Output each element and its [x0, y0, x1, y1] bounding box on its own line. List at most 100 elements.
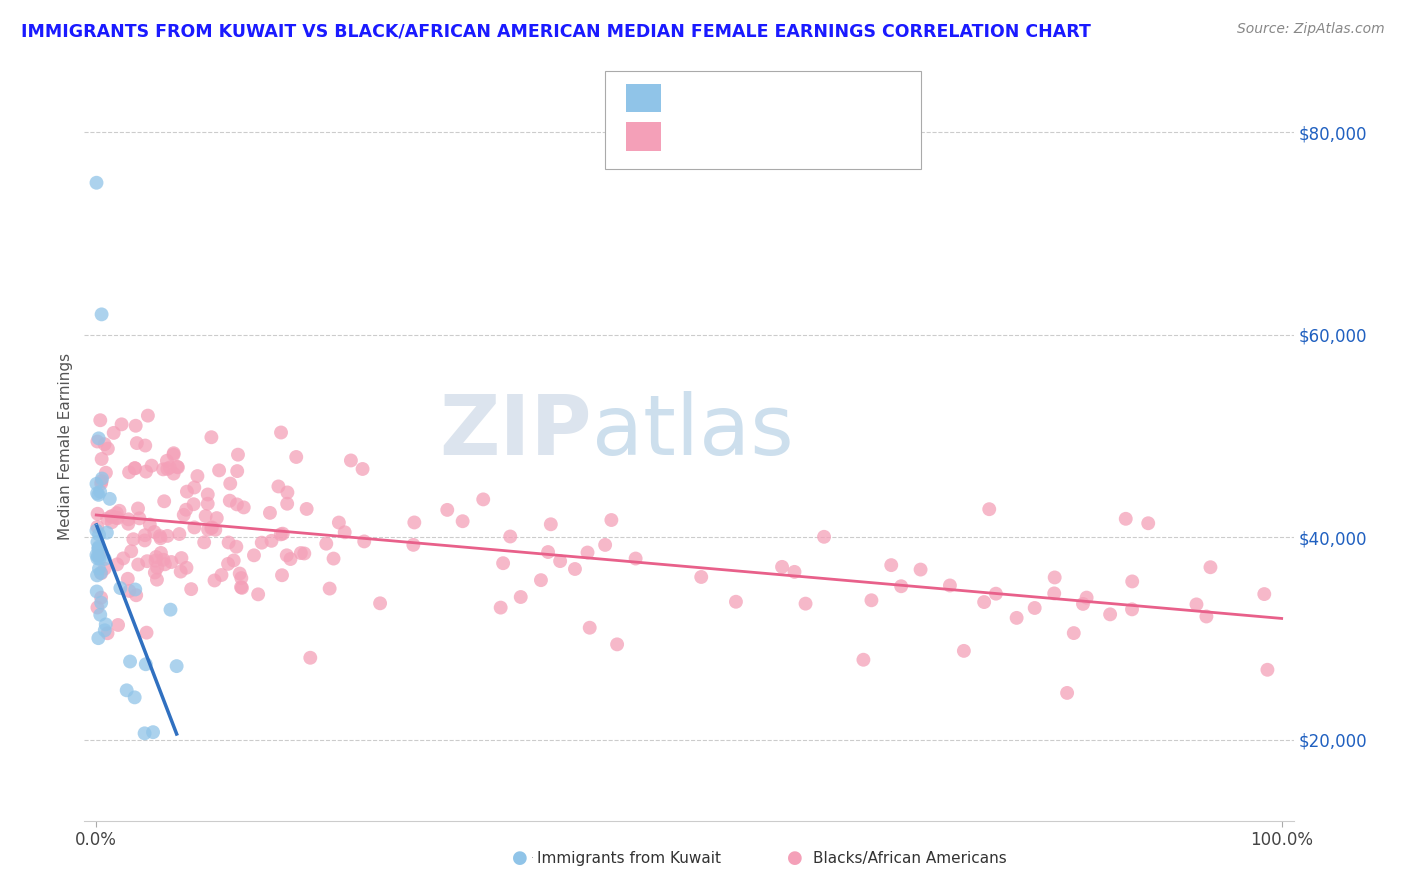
- Point: [87, 549, 110, 563]
- Point: [530, 573, 553, 587]
- Point: [226, 464, 249, 478]
- Point: [200, 521, 222, 535]
- Point: [90, 307, 112, 321]
- Point: [540, 517, 562, 532]
- Point: [124, 461, 146, 475]
- Point: [1121, 574, 1143, 589]
- Point: [124, 582, 146, 597]
- Text: Immigrants from Kuwait: Immigrants from Kuwait: [537, 851, 721, 865]
- Point: [86, 568, 108, 582]
- Point: [135, 657, 157, 672]
- Point: [120, 655, 142, 669]
- Point: [499, 529, 522, 543]
- Point: [86, 551, 108, 566]
- Text: atlas: atlas: [592, 391, 794, 472]
- Point: [270, 425, 292, 440]
- Text: R = -0.557   N =  197: R = -0.557 N = 197: [671, 128, 849, 145]
- Point: [86, 548, 108, 562]
- Point: [136, 554, 159, 568]
- Point: [260, 533, 283, 548]
- Point: [87, 549, 110, 563]
- Point: [98, 491, 121, 506]
- Point: [353, 534, 375, 549]
- Point: [1137, 516, 1160, 531]
- Point: [1071, 597, 1094, 611]
- Point: [87, 527, 110, 541]
- Point: [509, 590, 531, 604]
- Point: [125, 436, 148, 450]
- Point: [125, 418, 148, 433]
- Point: [231, 581, 253, 595]
- Point: [318, 582, 340, 596]
- Point: [90, 566, 112, 581]
- Point: [328, 516, 350, 530]
- Point: [143, 524, 166, 539]
- Point: [290, 546, 312, 560]
- Point: [1199, 560, 1222, 574]
- Point: [197, 523, 219, 537]
- Point: [226, 497, 249, 511]
- Point: [204, 574, 226, 588]
- Point: [89, 607, 111, 622]
- Point: [770, 560, 793, 574]
- Point: [624, 551, 647, 566]
- Point: [170, 551, 193, 566]
- Point: [156, 454, 179, 468]
- Point: [156, 462, 179, 476]
- Point: [548, 554, 571, 568]
- Point: [124, 690, 146, 705]
- Point: [118, 583, 141, 598]
- Point: [169, 527, 191, 541]
- Point: [176, 561, 198, 575]
- Point: [86, 476, 108, 491]
- Point: [285, 450, 308, 464]
- Point: [166, 659, 188, 673]
- Point: [404, 516, 426, 530]
- Point: [87, 540, 110, 554]
- Point: [794, 597, 817, 611]
- Point: [229, 580, 252, 594]
- Point: [136, 409, 159, 423]
- Point: [984, 587, 1007, 601]
- Point: [267, 479, 290, 493]
- Text: Source: ZipAtlas.com: Source: ZipAtlas.com: [1237, 22, 1385, 37]
- Point: [120, 544, 142, 558]
- Point: [100, 509, 122, 524]
- Point: [105, 506, 128, 520]
- Point: [127, 558, 149, 572]
- Point: [600, 513, 623, 527]
- Point: [231, 571, 253, 585]
- Point: [218, 493, 240, 508]
- Point: [322, 551, 344, 566]
- Point: [222, 553, 245, 567]
- Point: [271, 526, 294, 541]
- Point: [90, 452, 112, 467]
- Point: [176, 484, 198, 499]
- Point: [115, 683, 138, 698]
- Point: [1115, 512, 1137, 526]
- Point: [1185, 598, 1208, 612]
- Point: [159, 460, 181, 475]
- Point: [276, 549, 298, 563]
- Point: [299, 650, 322, 665]
- Point: [953, 644, 976, 658]
- Point: [163, 446, 186, 460]
- Point: [152, 553, 174, 567]
- Point: [86, 535, 108, 549]
- Point: [87, 561, 110, 575]
- Point: [87, 541, 110, 556]
- Point: [167, 460, 190, 475]
- Point: [93, 437, 115, 451]
- Point: [153, 494, 176, 508]
- Point: [200, 430, 222, 444]
- Point: [1253, 587, 1275, 601]
- Point: [145, 554, 167, 568]
- Point: [1195, 609, 1218, 624]
- Point: [402, 538, 425, 552]
- Point: [219, 476, 242, 491]
- Point: [1063, 626, 1085, 640]
- Point: [127, 501, 149, 516]
- Point: [117, 512, 139, 526]
- Point: [86, 486, 108, 500]
- Point: [86, 434, 108, 449]
